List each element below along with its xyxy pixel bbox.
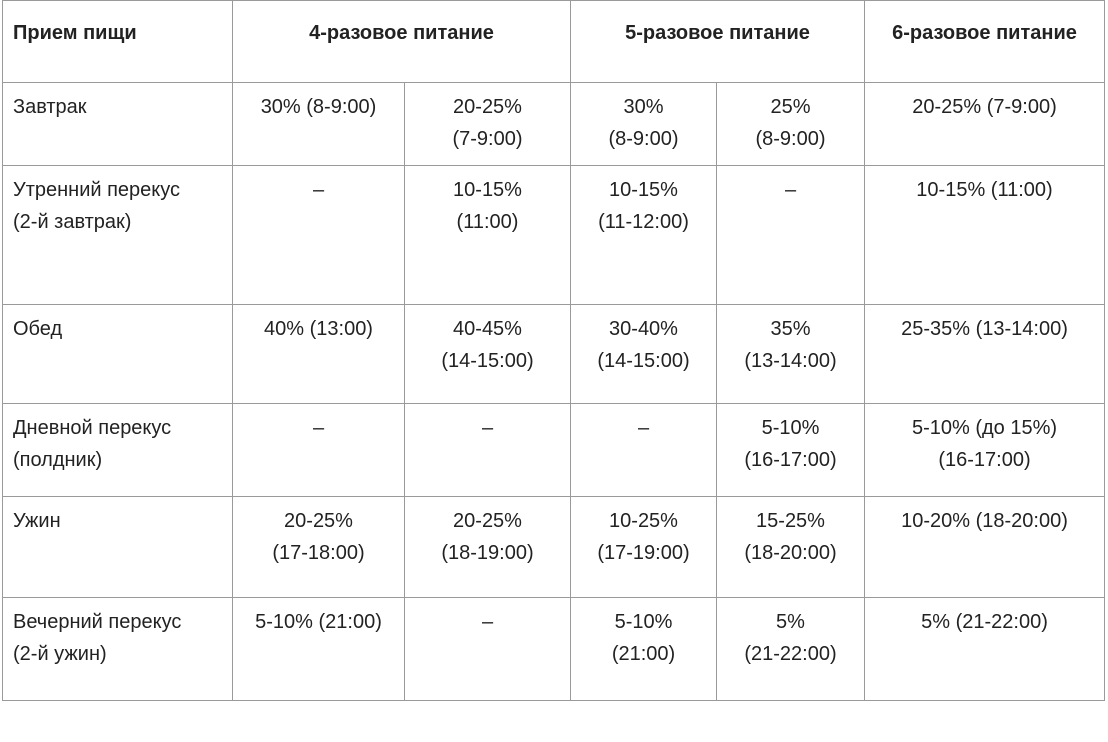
cell-4a: – <box>232 165 405 305</box>
table-row: Ужин 20-25% (17-18:00) 20-25% (18-19:00)… <box>2 496 1105 598</box>
cell-4b: – <box>404 597 571 701</box>
cell-5b: 5% (21-22:00) <box>716 597 865 701</box>
meal-schedule-table: Прием пищи 4-разовое питание 5-разовое п… <box>2 0 1105 701</box>
cell-5a: 30% (8-9:00) <box>570 82 717 166</box>
cell-4b: 20-25% (7-9:00) <box>404 82 571 166</box>
header-5-meals: 5-разовое питание <box>570 0 865 83</box>
header-row: Прием пищи 4-разовое питание 5-разовое п… <box>2 0 1105 83</box>
cell-6: 20-25% (7-9:00) <box>864 82 1105 166</box>
table-row: Утренний перекус (2-й завтрак) – 10-15% … <box>2 165 1105 305</box>
cell-4a: – <box>232 403 405 497</box>
cell-5b: 5-10% (16-17:00) <box>716 403 865 497</box>
cell-6: 5% (21-22:00) <box>864 597 1105 701</box>
meal-name: Ужин <box>2 496 233 598</box>
cell-4a: 5-10% (21:00) <box>232 597 405 701</box>
header-6-meals: 6-разовое питание <box>864 0 1105 83</box>
meal-name: Обед <box>2 304 233 404</box>
cell-5a: 5-10% (21:00) <box>570 597 717 701</box>
cell-6: 25-35% (13-14:00) <box>864 304 1105 404</box>
cell-4a: 40% (13:00) <box>232 304 405 404</box>
meal-name: Завтрак <box>2 82 233 166</box>
cell-5a: 10-15% (11-12:00) <box>570 165 717 305</box>
header-meal: Прием пищи <box>2 0 233 83</box>
cell-5a: – <box>570 403 717 497</box>
cell-5a: 10-25% (17-19:00) <box>570 496 717 598</box>
cell-4b: 20-25% (18-19:00) <box>404 496 571 598</box>
table-row: Завтрак 30% (8-9:00) 20-25% (7-9:00) 30%… <box>2 82 1105 166</box>
meal-name: Дневной перекус (полдник) <box>2 403 233 497</box>
header-4-meals: 4-разовое питание <box>232 0 571 83</box>
cell-4a: 20-25% (17-18:00) <box>232 496 405 598</box>
cell-5a: 30-40% (14-15:00) <box>570 304 717 404</box>
cell-5b: 35% (13-14:00) <box>716 304 865 404</box>
cell-5b: 15-25% (18-20:00) <box>716 496 865 598</box>
table-row: Вечерний перекус (2-й ужин) 5-10% (21:00… <box>2 597 1105 701</box>
table-row: Дневной перекус (полдник) – – – 5-10% (1… <box>2 403 1105 497</box>
meal-name: Вечерний перекус (2-й ужин) <box>2 597 233 701</box>
table-row: Обед 40% (13:00) 40-45% (14-15:00) 30-40… <box>2 304 1105 404</box>
cell-5b: – <box>716 165 865 305</box>
cell-6: 10-20% (18-20:00) <box>864 496 1105 598</box>
cell-6: 5-10% (до 15%) (16-17:00) <box>864 403 1105 497</box>
cell-4b: – <box>404 403 571 497</box>
cell-5b: 25% (8-9:00) <box>716 82 865 166</box>
meal-name: Утренний перекус (2-й завтрак) <box>2 165 233 305</box>
cell-4b: 10-15% (11:00) <box>404 165 571 305</box>
cell-6: 10-15% (11:00) <box>864 165 1105 305</box>
cell-4b: 40-45% (14-15:00) <box>404 304 571 404</box>
cell-4a: 30% (8-9:00) <box>232 82 405 166</box>
